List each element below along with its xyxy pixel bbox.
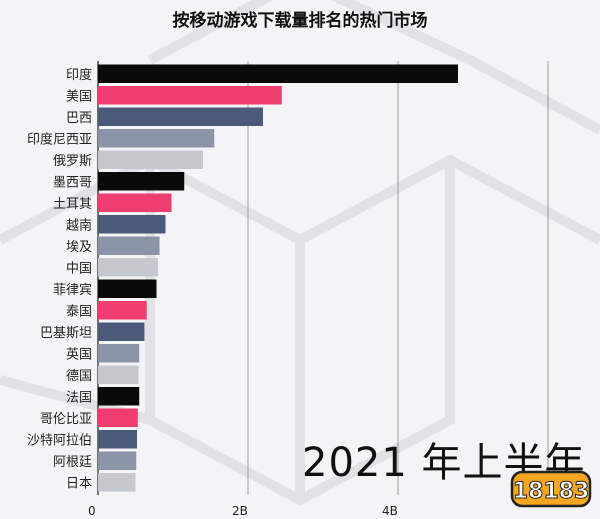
bar-18 bbox=[98, 451, 137, 470]
category-label-19: 日本 bbox=[66, 476, 92, 491]
x-tick-label-2: 4B bbox=[382, 504, 398, 518]
category-label-6: 土耳其 bbox=[53, 197, 92, 212]
category-label-3: 印度尼西亚 bbox=[27, 131, 92, 147]
category-label-8: 埃及 bbox=[66, 240, 92, 255]
category-label-5: 墨西哥 bbox=[53, 175, 92, 190]
logo-text: 18183 bbox=[513, 479, 590, 504]
bar-2 bbox=[98, 107, 263, 126]
category-label-10: 菲律宾 bbox=[53, 282, 92, 298]
bar-7 bbox=[98, 215, 166, 234]
bar-11 bbox=[98, 301, 147, 320]
category-label-0: 印度 bbox=[66, 67, 92, 83]
category-label-7: 越南 bbox=[66, 217, 92, 233]
category-label-13: 英国 bbox=[66, 347, 92, 362]
bar-16 bbox=[98, 408, 138, 427]
bar-12 bbox=[98, 322, 145, 341]
bar-19 bbox=[98, 473, 136, 492]
category-label-15: 法国 bbox=[66, 390, 92, 405]
category-label-16: 哥伦比亚 bbox=[40, 412, 92, 427]
category-label-12: 巴基斯坦 bbox=[40, 326, 92, 341]
category-label-17: 沙特阿拉伯 bbox=[27, 433, 92, 448]
brand-logo: 18183 bbox=[510, 470, 592, 508]
bar-1 bbox=[98, 86, 282, 105]
x-tick-label-1: 2B bbox=[232, 504, 248, 518]
category-label-18: 阿根廷 bbox=[53, 455, 92, 470]
bar-6 bbox=[98, 193, 172, 212]
x-tick-label-0: 0 bbox=[88, 504, 96, 518]
bar-17 bbox=[98, 430, 137, 449]
category-label-9: 中国 bbox=[66, 261, 92, 276]
bar-3 bbox=[98, 129, 215, 148]
bar-0 bbox=[98, 64, 458, 83]
bar-8 bbox=[98, 236, 160, 255]
bar-4 bbox=[98, 150, 203, 169]
category-label-14: 德国 bbox=[66, 369, 92, 384]
chart-title: 按移动游戏下载量排名的热门市场 bbox=[172, 11, 428, 31]
bar-13 bbox=[98, 344, 140, 363]
category-label-1: 美国 bbox=[66, 89, 92, 104]
category-label-4: 俄罗斯 bbox=[53, 154, 92, 169]
bar-9 bbox=[98, 258, 158, 277]
bar-5 bbox=[98, 172, 185, 191]
category-label-11: 泰国 bbox=[66, 304, 92, 319]
bar-10 bbox=[98, 279, 157, 298]
bar-15 bbox=[98, 387, 140, 406]
category-label-2: 巴西 bbox=[66, 111, 92, 126]
bar-14 bbox=[98, 365, 139, 384]
